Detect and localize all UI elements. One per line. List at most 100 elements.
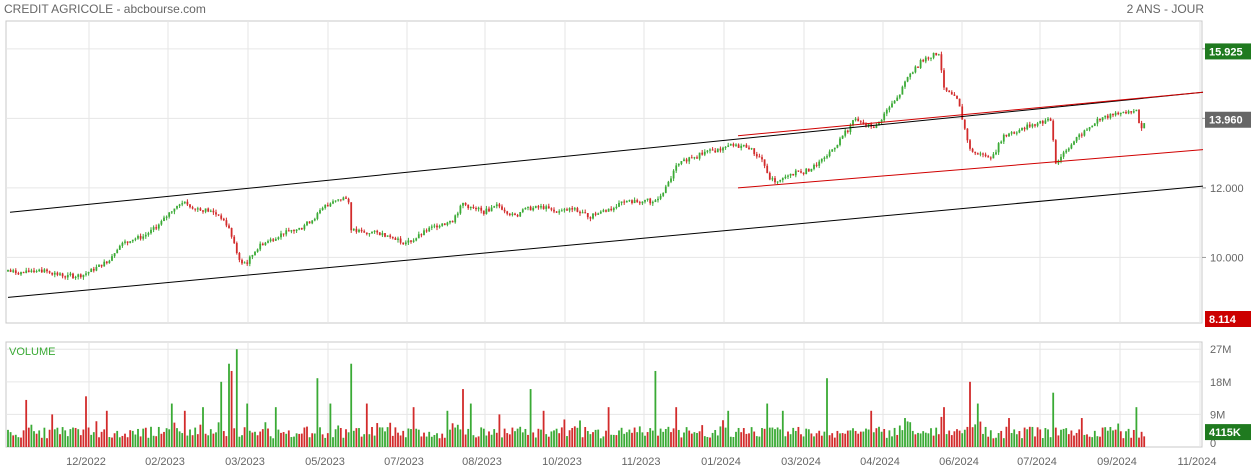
candle bbox=[1104, 115, 1107, 120]
candle-body bbox=[932, 52, 935, 58]
y-tick-label: 9M bbox=[1210, 409, 1225, 421]
candle-body bbox=[373, 230, 376, 232]
candle-body bbox=[1028, 124, 1031, 127]
volume-bar bbox=[100, 431, 103, 447]
candle-body bbox=[602, 210, 605, 212]
volume-bar bbox=[997, 433, 1000, 447]
volume-bar bbox=[46, 438, 48, 447]
candle bbox=[1135, 109, 1138, 112]
volume-bar bbox=[160, 433, 163, 447]
candle-body bbox=[974, 151, 977, 154]
candle bbox=[693, 156, 696, 160]
candle bbox=[514, 212, 516, 216]
candle bbox=[836, 144, 839, 149]
volume-bar bbox=[748, 433, 750, 447]
volume-bar bbox=[1000, 430, 1003, 447]
candle-body bbox=[485, 208, 488, 214]
period-label: 2 ANS - JOUR bbox=[1126, 2, 1204, 16]
candle-body bbox=[1008, 133, 1010, 137]
high-price-badge-bg bbox=[1205, 43, 1251, 60]
volume-bar bbox=[901, 430, 904, 447]
candle-body bbox=[706, 150, 709, 152]
volume-bar bbox=[945, 434, 948, 447]
volume-bar bbox=[628, 429, 631, 447]
candle bbox=[958, 98, 961, 107]
candle-body bbox=[789, 173, 792, 176]
candle-body bbox=[610, 208, 613, 211]
candle-body bbox=[597, 213, 600, 215]
candle-body bbox=[971, 148, 974, 152]
volume-bar bbox=[784, 436, 787, 447]
candle bbox=[1088, 126, 1091, 132]
volume-bar bbox=[948, 430, 951, 447]
candle bbox=[1034, 123, 1036, 128]
candle-body bbox=[1039, 121, 1042, 124]
candle-body bbox=[979, 153, 982, 155]
candle bbox=[1112, 113, 1114, 118]
candle bbox=[423, 228, 425, 236]
candle-body bbox=[729, 144, 732, 146]
candle-body bbox=[233, 236, 236, 244]
volume-bar bbox=[586, 431, 589, 447]
candle bbox=[979, 151, 982, 157]
candle bbox=[204, 208, 207, 214]
volume-bar bbox=[399, 435, 402, 447]
candle bbox=[181, 200, 184, 207]
candle bbox=[316, 211, 319, 221]
candle bbox=[1073, 140, 1075, 146]
candle-body bbox=[469, 206, 472, 209]
y-tick-label: 0 bbox=[1210, 438, 1216, 450]
candle-body bbox=[828, 151, 831, 157]
candle bbox=[290, 229, 293, 234]
candle bbox=[251, 254, 254, 260]
candle-body bbox=[168, 212, 171, 217]
candle bbox=[441, 223, 444, 227]
candle bbox=[529, 205, 532, 211]
y-tick-label: 18M bbox=[1210, 377, 1231, 389]
volume-bar bbox=[1070, 430, 1073, 447]
candle bbox=[545, 204, 548, 212]
volume-bar bbox=[449, 429, 451, 447]
candle-body bbox=[727, 145, 730, 147]
volume-bar bbox=[235, 349, 238, 447]
candle bbox=[755, 151, 758, 159]
volume-bar bbox=[774, 429, 776, 447]
candle bbox=[888, 105, 891, 113]
candle bbox=[300, 227, 303, 231]
volume-bar bbox=[646, 432, 649, 447]
volume-bar bbox=[87, 427, 90, 447]
candle bbox=[482, 210, 485, 216]
candle bbox=[602, 208, 605, 213]
candle-body bbox=[1067, 148, 1070, 151]
volume-bar bbox=[753, 431, 756, 447]
candle-body bbox=[477, 207, 480, 210]
candle bbox=[1052, 119, 1055, 142]
candle bbox=[560, 208, 563, 212]
candle-body bbox=[646, 198, 649, 200]
candle-body bbox=[826, 156, 828, 158]
volume-bar bbox=[828, 435, 831, 447]
volume-bar bbox=[196, 434, 199, 447]
candle-body bbox=[61, 273, 64, 277]
candle-body bbox=[7, 269, 9, 272]
candle bbox=[64, 275, 67, 280]
candle bbox=[498, 202, 501, 209]
candle-body bbox=[558, 211, 561, 213]
candle bbox=[794, 168, 797, 178]
volume-bar bbox=[194, 427, 197, 447]
volume-bar bbox=[1075, 432, 1078, 447]
candle bbox=[724, 146, 727, 150]
volume-panel bbox=[5, 341, 1203, 448]
candle bbox=[927, 56, 930, 61]
candle-body bbox=[1078, 134, 1081, 138]
volume-bar bbox=[761, 428, 763, 447]
candle-body bbox=[220, 215, 223, 219]
candle-body bbox=[269, 239, 272, 242]
candle-body bbox=[703, 151, 706, 155]
candle bbox=[46, 268, 48, 274]
candle bbox=[1130, 111, 1133, 115]
candle bbox=[25, 267, 28, 274]
candle bbox=[963, 119, 966, 131]
candle bbox=[592, 213, 594, 220]
candle bbox=[259, 241, 262, 252]
